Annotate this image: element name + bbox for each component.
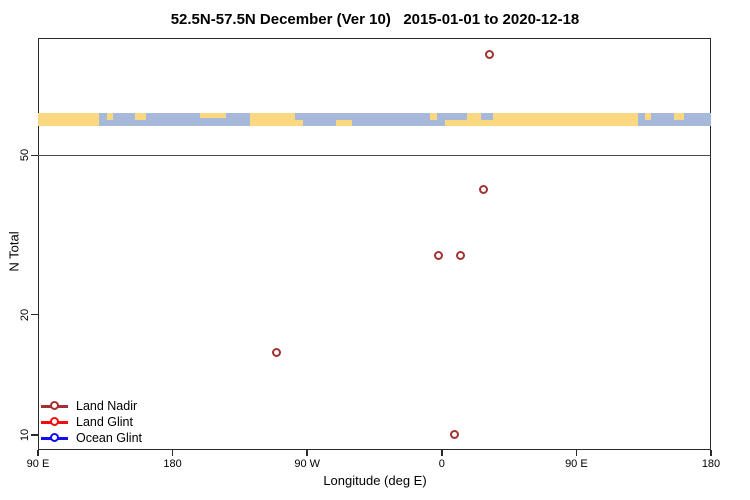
map-land-patch — [135, 113, 146, 120]
data-point — [484, 50, 494, 60]
x-tick-label: 0 — [438, 458, 445, 470]
x-tick-mark — [575, 450, 578, 456]
map-land-patch — [645, 113, 652, 120]
data-point — [456, 251, 466, 260]
legend: Land Nadir Land Glint Ocean Glint — [41, 398, 142, 446]
plot-frame — [38, 38, 711, 450]
data-point — [433, 251, 443, 260]
x-axis-label: Longitude (deg E) — [323, 473, 427, 488]
y-tick-mark — [31, 434, 38, 436]
y-tick-label: 10 — [19, 428, 31, 442]
map-ocean-segment — [352, 113, 445, 126]
map-ocean-segment — [480, 113, 493, 120]
data-point — [478, 184, 488, 194]
map-land-patch — [106, 113, 113, 120]
legend-label: Ocean Glint — [76, 431, 143, 445]
map-land-patch — [673, 113, 685, 120]
map-land-patch — [199, 113, 227, 118]
map-strip — [38, 113, 711, 126]
legend-marker-icon — [41, 401, 68, 411]
legend-ring-icon — [50, 401, 59, 410]
y-tick-label: 50 — [19, 149, 31, 162]
x-tick-mark — [306, 450, 308, 456]
x-tick-mark — [710, 450, 712, 456]
legend-marker-icon — [41, 417, 68, 427]
chart-title: 52.5N-57.5N December (Ver 10) 2015-01-01… — [170, 11, 580, 28]
legend-row: Land Glint — [41, 414, 142, 430]
legend-ring-icon — [50, 417, 59, 426]
map-ocean-segment — [663, 113, 711, 126]
y-axis-label: N Total — [6, 231, 22, 272]
y-tick-mark — [31, 313, 38, 316]
x-tick-label: 90 E — [565, 458, 588, 470]
map-ocean-segment — [335, 113, 353, 120]
legend-marker-icon — [41, 433, 68, 443]
map-ocean-segment — [295, 113, 336, 126]
x-tick-label: 180 — [701, 458, 721, 470]
data-point — [450, 429, 460, 439]
map-land-patch — [295, 120, 303, 126]
legend-ring-icon — [50, 433, 59, 442]
y-tick-label: 20 — [19, 308, 31, 321]
x-tick-label: 90 E — [26, 458, 50, 470]
x-tick-mark — [441, 450, 443, 456]
y-tick-mark — [31, 154, 38, 157]
map-ocean-segment — [444, 113, 468, 120]
map-land-patch — [429, 113, 438, 120]
legend-row: Ocean Glint — [41, 430, 142, 446]
x-tick-label: 180 — [163, 458, 182, 470]
x-tick-mark — [171, 450, 174, 456]
x-tick-label: 90 W — [294, 458, 321, 470]
legend-row: Land Nadir — [41, 398, 142, 414]
legend-label: Land Nadir — [76, 399, 138, 413]
reference-line-50 — [38, 155, 711, 157]
legend-label: Land Glint — [76, 415, 133, 429]
data-point — [272, 348, 282, 358]
x-tick-mark — [37, 450, 39, 456]
